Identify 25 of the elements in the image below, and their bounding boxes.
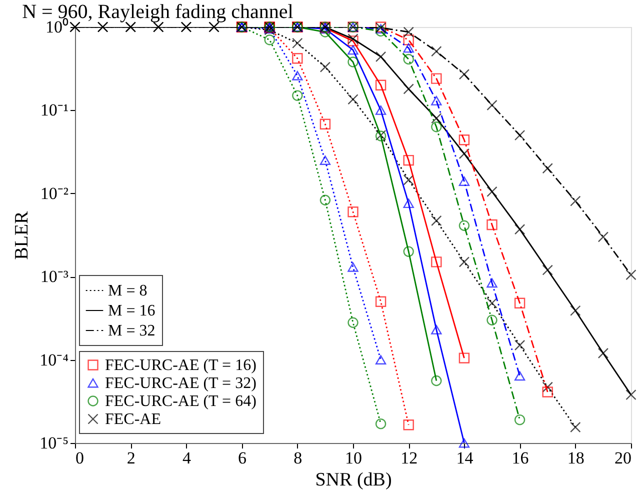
x-tick-label: 2	[126, 448, 136, 468]
x-tick-label: 18	[567, 448, 584, 468]
legend-label: M = 16	[108, 302, 156, 320]
x-tick-label: 4	[182, 448, 192, 468]
legend-label: FEC-URC-AE (T = 64)	[105, 393, 256, 410]
x-tick-label: 0	[76, 448, 84, 468]
y-tick-label: 10⁻¹	[40, 100, 68, 120]
legend-label: FEC-URC-AE (T = 16)	[105, 357, 256, 374]
x-tick-label: 8	[294, 448, 302, 468]
y-tick-label: 10⁻²	[40, 184, 68, 203]
legend-label: M = 32	[108, 322, 156, 340]
x-tick-label: 16	[512, 448, 529, 468]
legend-label: FEC-URC-AE (T = 32)	[105, 375, 256, 392]
y-tick-label: 10⁻⁵	[40, 434, 69, 452]
legend-label: FEC-AE	[105, 411, 161, 428]
x-tick-label: 14	[456, 448, 474, 468]
x-tick-label: 20	[614, 448, 632, 468]
y-tick-label: 10⁻³	[40, 267, 68, 286]
y-axis-title: BLER	[12, 210, 33, 260]
x-tick-label: 12	[400, 448, 418, 468]
y-tick-label: 10⁻⁴	[40, 350, 69, 370]
x-axis-title: SNR (dB)	[315, 470, 392, 490]
x-tick-label: 6	[238, 448, 247, 468]
legend-label: M = 8	[108, 282, 148, 300]
x-tick-label: 10	[345, 448, 362, 468]
